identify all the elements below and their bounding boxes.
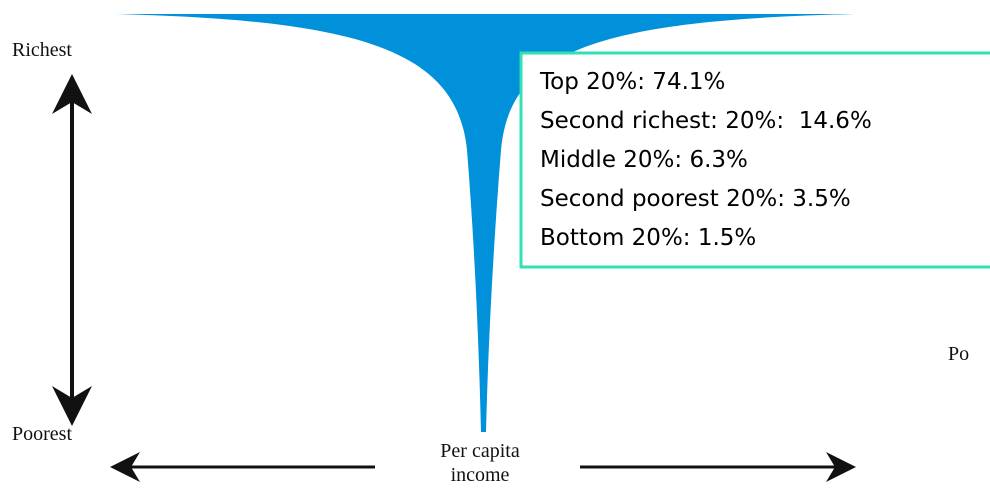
legend-line: Bottom 20%: 1.5%: [540, 225, 756, 251]
poorest-label: Poorest: [12, 423, 72, 445]
legend-line: Top 20%: 74.1%: [539, 69, 725, 95]
x-axis-label: income: [451, 464, 510, 486]
legend-line: Second richest: 20%: 14.6%: [540, 108, 872, 134]
cut-off-label: Po: [948, 343, 969, 365]
legend-line: Middle 20%: 6.3%: [540, 147, 748, 173]
legend-line: Second poorest 20%: 3.5%: [540, 186, 851, 212]
champagne-glass: [115, 14, 855, 432]
legend-box: [519, 51, 990, 269]
richest-label: Richest: [12, 39, 72, 61]
x-axis-label: Per capita: [440, 440, 520, 462]
